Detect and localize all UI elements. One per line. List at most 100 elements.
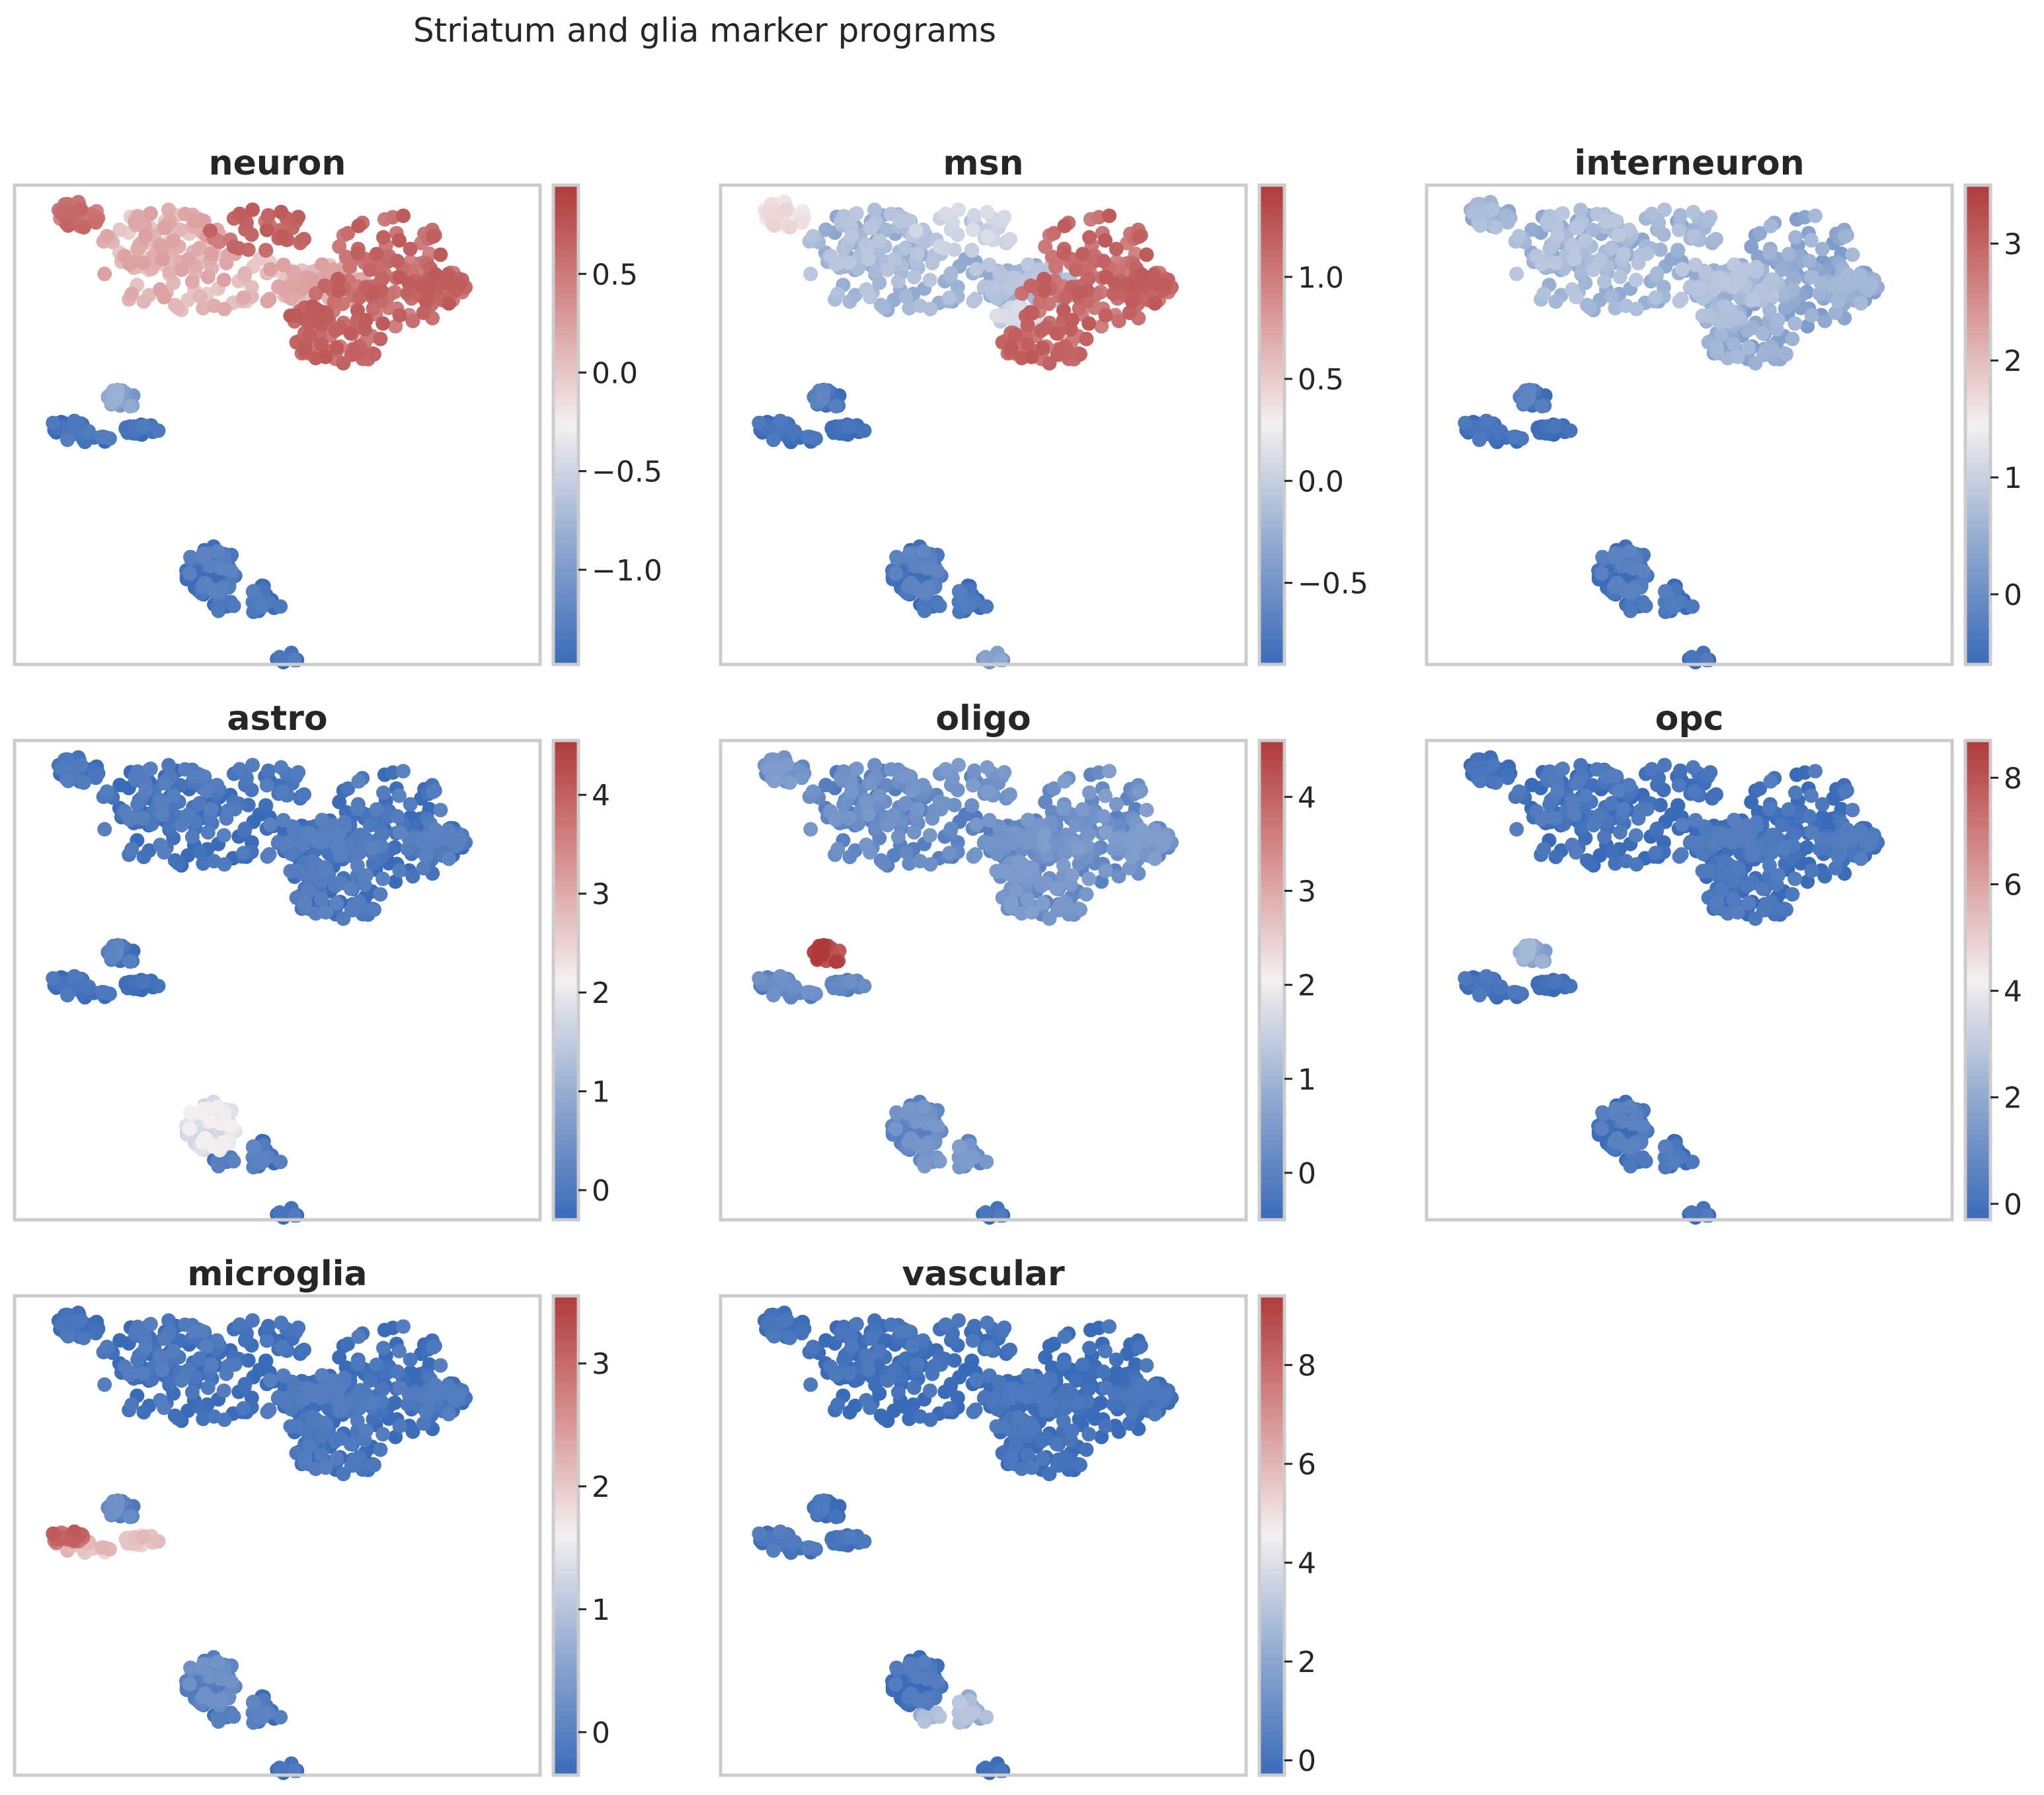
data-point <box>1473 774 1488 789</box>
data-point <box>173 222 188 237</box>
data-point <box>1611 783 1626 799</box>
data-point <box>880 818 895 833</box>
data-point <box>297 895 313 910</box>
data-point <box>1563 978 1578 994</box>
data-point <box>376 230 391 245</box>
data-point <box>863 845 878 860</box>
data-point <box>1098 863 1113 878</box>
data-point <box>1586 262 1601 278</box>
scatter-points <box>46 750 473 1225</box>
panel-title: microglia <box>187 1254 367 1294</box>
data-point <box>81 979 97 994</box>
data-point <box>184 829 200 844</box>
data-point <box>258 798 274 813</box>
data-point <box>1710 340 1725 355</box>
data-point <box>1570 776 1585 791</box>
data-point <box>246 1139 261 1154</box>
data-point <box>1729 860 1744 875</box>
data-point <box>305 854 320 869</box>
data-point <box>1056 303 1071 318</box>
data-point <box>1604 289 1620 304</box>
data-point <box>151 423 166 438</box>
data-point <box>872 233 887 248</box>
colorbar-tick-label: −0.5 <box>1298 567 1368 601</box>
data-point <box>898 241 913 256</box>
data-point <box>1109 241 1124 257</box>
data-point <box>297 787 311 802</box>
data-point <box>1079 331 1094 346</box>
data-point <box>162 820 177 835</box>
data-point <box>1037 283 1052 298</box>
data-point <box>1148 296 1162 311</box>
data-point <box>186 214 202 229</box>
data-point <box>943 821 959 836</box>
data-point <box>388 874 403 889</box>
data-point <box>1079 887 1094 902</box>
data-point <box>217 301 232 317</box>
data-point <box>842 811 857 826</box>
scatter-points <box>752 194 1179 670</box>
data-point <box>210 584 225 599</box>
data-point <box>314 873 329 888</box>
data-point <box>906 824 922 840</box>
data-point <box>60 432 75 448</box>
data-point <box>857 978 872 994</box>
data-point <box>440 275 454 290</box>
data-point <box>283 308 298 323</box>
data-point <box>124 842 139 857</box>
data-point <box>1124 294 1140 309</box>
data-point <box>46 971 61 986</box>
data-point <box>1020 892 1035 907</box>
data-point <box>328 323 343 338</box>
data-point <box>1808 764 1823 779</box>
data-point <box>1068 262 1083 278</box>
data-point <box>1458 415 1473 430</box>
data-point <box>1058 290 1073 305</box>
data-point <box>906 269 922 284</box>
data-point <box>143 206 158 221</box>
data-point <box>1134 822 1150 838</box>
data-point <box>351 774 366 789</box>
data-point <box>61 218 76 233</box>
colorbar-tick-label: 3 <box>2004 227 2022 261</box>
colorbar: 0.50.0−0.5−1.0 <box>551 183 662 666</box>
scatter-points <box>1458 194 1885 670</box>
data-point <box>1128 279 1144 294</box>
data-point <box>1840 267 1856 282</box>
data-point <box>452 832 467 848</box>
data-point <box>1521 945 1536 960</box>
data-point <box>1035 340 1050 355</box>
data-point <box>1788 230 1803 245</box>
data-point <box>1785 331 1800 346</box>
colorbar-tick-label: 1 <box>2004 461 2022 495</box>
data-point <box>318 904 333 920</box>
data-point <box>283 863 298 879</box>
data-point <box>1098 825 1113 840</box>
data-point <box>1776 840 1791 856</box>
data-point <box>932 239 947 254</box>
data-point <box>965 778 980 793</box>
data-point <box>259 778 274 793</box>
data-point <box>67 969 82 984</box>
data-point <box>1595 549 1610 565</box>
data-point <box>1781 247 1796 262</box>
data-point <box>1034 878 1049 893</box>
data-point <box>1759 897 1774 912</box>
data-point <box>767 218 782 233</box>
colorbar-tick-label: 2 <box>1298 969 1316 1003</box>
data-point <box>1097 233 1113 248</box>
data-point <box>232 762 247 777</box>
data-point <box>997 765 1012 780</box>
data-point <box>136 419 151 434</box>
data-point <box>864 776 879 791</box>
data-point <box>1804 825 1819 840</box>
data-point <box>1124 849 1140 864</box>
data-point <box>1622 1139 1637 1154</box>
data-point <box>1622 544 1637 559</box>
data-point <box>1644 206 1659 221</box>
data-point <box>1685 599 1700 614</box>
data-point <box>1548 975 1563 990</box>
axes-frame <box>13 738 542 1222</box>
axes-frame <box>1425 183 1954 666</box>
